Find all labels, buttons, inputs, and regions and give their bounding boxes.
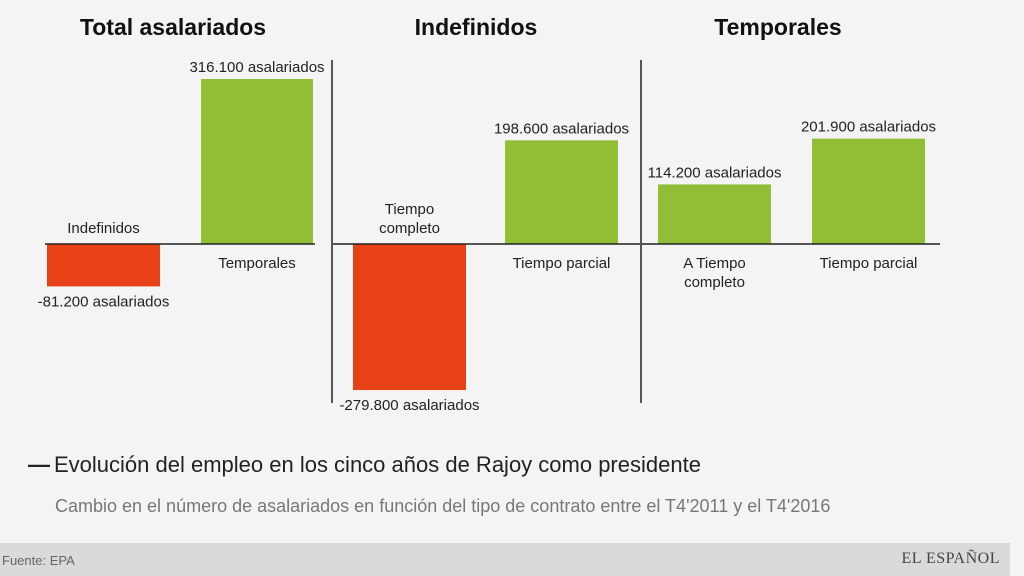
category-label: Temporales [218, 255, 296, 272]
panel-title: Temporales [714, 14, 841, 40]
value-label: 316.100 asalariados [189, 59, 324, 76]
category-label: completo [379, 220, 440, 237]
category-label: A Tiempo [683, 255, 746, 272]
bar [353, 244, 466, 391]
category-label: Tiempo parcial [820, 255, 918, 272]
bar [658, 184, 771, 244]
bar [812, 138, 925, 244]
panel-title: Total asalariados [80, 14, 266, 40]
category-label: completo [684, 274, 745, 291]
category-label: Tiempo parcial [513, 255, 611, 272]
source-note: Fuente: EPA [2, 553, 75, 568]
value-label: 201.900 asalariados [801, 119, 936, 136]
chart-title: — Evolución del empleo en los cinco años … [28, 452, 701, 477]
bar [505, 140, 618, 244]
bar [47, 244, 160, 287]
chart-area: Total asalariados -81.200 asalariados Inde… [38, 14, 940, 414]
footer-bar: Fuente: EPA EL ESPAÑOL [0, 543, 1010, 576]
value-label: -81.200 asalariados [38, 293, 170, 310]
value-label: -279.800 asalariados [339, 397, 479, 414]
category-label: Indefinidos [67, 220, 140, 237]
panel-title: Indefinidos [415, 14, 538, 40]
bar [201, 79, 313, 244]
value-label: 198.600 asalariados [494, 120, 629, 137]
chart-title-text: Evolución del empleo en los cinco años d… [54, 452, 701, 477]
category-label: Tiempo [385, 201, 434, 218]
chart-subtitle: Cambio en el número de asalariados en fu… [55, 496, 831, 516]
value-label: 114.200 asalariados [648, 164, 782, 181]
brand-logo: EL ESPAÑOL [901, 550, 1000, 567]
